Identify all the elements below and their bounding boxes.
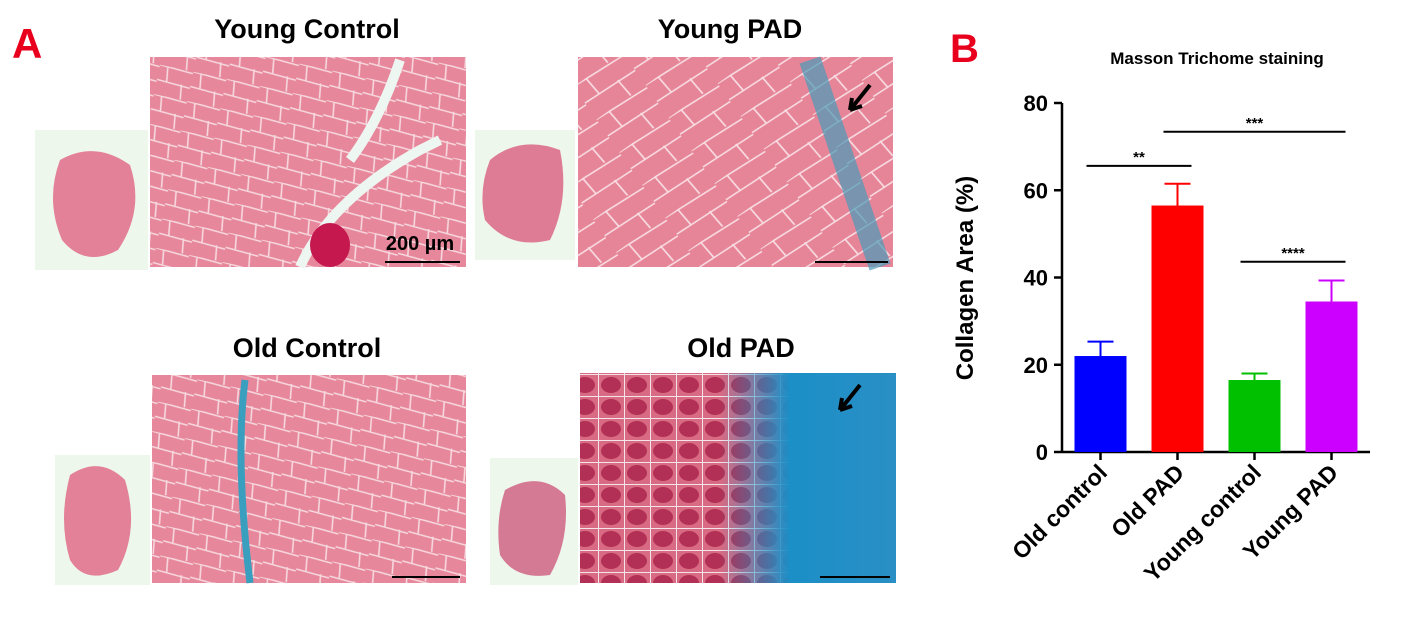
arrow — [848, 83, 872, 112]
thumbnail-section — [482, 144, 564, 243]
connective-tissue — [295, 58, 443, 270]
y-tick-label: 60 — [1024, 178, 1048, 203]
panel-b: B Masson Trichome staining Collagen Area… — [950, 27, 1370, 587]
y-tick-label: 0 — [1036, 440, 1048, 465]
y-axis-label: Collagen Area (%) — [952, 176, 979, 380]
image-title: Old PAD — [687, 333, 795, 363]
arrow — [838, 383, 862, 412]
significance-label: ** — [1133, 149, 1145, 166]
fibrosis — [720, 373, 896, 583]
thumbnail-section — [498, 481, 566, 576]
bar — [1305, 301, 1358, 452]
image-title: Young Control — [214, 14, 399, 44]
y-tick-label: 40 — [1024, 266, 1048, 291]
scale-label: 200 µm — [386, 233, 454, 255]
panel-a: A Young Control Young PAD Old Control Ol… — [12, 14, 896, 585]
panel-label: B — [950, 27, 979, 71]
chart-title: Masson Trichome staining — [1110, 49, 1324, 68]
significance-label: *** — [1246, 115, 1264, 132]
thumbnail-section — [52, 151, 136, 258]
bar — [1228, 380, 1281, 452]
bar — [1151, 205, 1204, 452]
vessel — [310, 223, 350, 267]
y-tick-label: 20 — [1024, 353, 1048, 378]
image-title: Young PAD — [658, 14, 802, 44]
fibrosis — [799, 56, 891, 271]
micrograph — [150, 57, 466, 267]
y-tick-label: 80 — [1024, 91, 1048, 116]
thumbnail-section — [64, 466, 132, 576]
image-title: Old Control — [233, 333, 381, 363]
x-tick-label: Old control — [1007, 459, 1112, 564]
connective-tissue — [237, 379, 254, 584]
bar — [1074, 356, 1127, 452]
micrograph — [152, 375, 466, 583]
panel-label: A — [12, 20, 42, 67]
significance-label: **** — [1281, 245, 1305, 262]
